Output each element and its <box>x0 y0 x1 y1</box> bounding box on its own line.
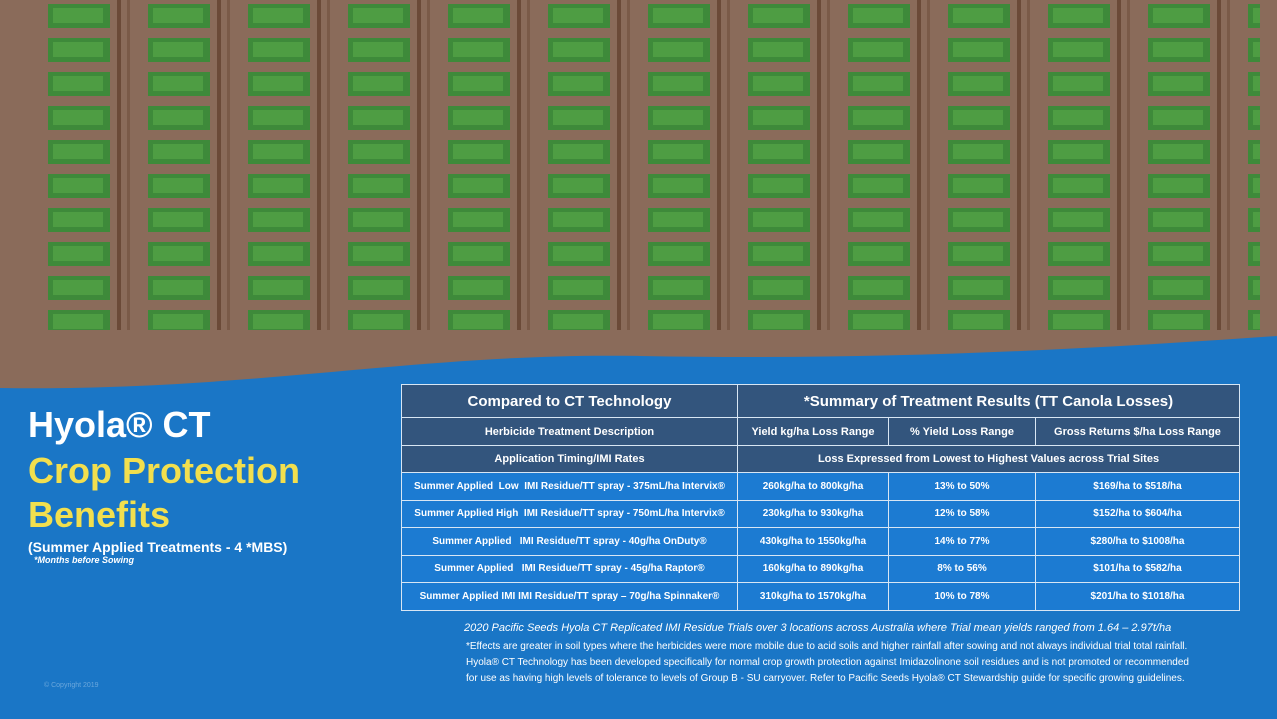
table-cell: Summer Applied High IMI Residue/TT spray… <box>401 499 738 528</box>
results-table: Compared to CT Technology *Summary of Tre… <box>401 384 1240 611</box>
table-cell: 13% to 50% <box>888 472 1036 501</box>
title-line3: Benefits <box>28 494 171 535</box>
title-line1: Hyola® CT <box>28 404 211 445</box>
table-row: Summer Applied IMI Residue/TT spray - 45… <box>401 554 1240 583</box>
table-cell: $152/ha to $604/ha <box>1035 499 1240 528</box>
table-cell: 260kg/ha to 800kg/ha <box>737 472 889 501</box>
table-cell: 230kg/ha to 930kg/ha <box>737 499 889 528</box>
note: *Months before Sowing <box>34 555 134 565</box>
table-cell: 12% to 58% <box>888 499 1036 528</box>
subheader-cell: Loss Expressed from Lowest to Highest Va… <box>737 445 1240 473</box>
table-cell: 8% to 56% <box>888 554 1036 583</box>
table-cell: $169/ha to $518/ha <box>1035 472 1240 501</box>
table-row: Summer Applied Low IMI Residue/TT spray … <box>401 472 1240 501</box>
subheader-cell: Application Timing/IMI Rates <box>401 445 738 473</box>
caption: 2020 Pacific Seeds Hyola CT Replicated I… <box>464 622 1172 634</box>
plots <box>40 0 1260 330</box>
table-cell: Summer Applied IMI Residue/TT spray - 40… <box>401 527 738 556</box>
subheader-cell: Herbicide Treatment Description <box>401 417 738 446</box>
table-cell: Summer Applied IMI Residue/TT spray - 45… <box>401 554 738 583</box>
table-cell: Summer Applied IMI IMI Residue/TT spray … <box>401 582 738 611</box>
footnote: Hyola® CT Technology has been developed … <box>466 657 1189 668</box>
table-cell: Summer Applied Low IMI Residue/TT spray … <box>401 472 738 501</box>
header-cell: *Summary of Treatment Results (TT Canola… <box>737 384 1240 418</box>
subheader-cell: % Yield Loss Range <box>888 417 1036 446</box>
footnote: for use as having high levels of toleran… <box>466 673 1185 684</box>
header-cell: Compared to CT Technology <box>401 384 738 418</box>
table-cell: 14% to 77% <box>888 527 1036 556</box>
table-row: Summer Applied IMI IMI Residue/TT spray … <box>401 582 1240 611</box>
subheader-cell: Yield kg/ha Loss Range <box>737 417 889 446</box>
copyright: © Copyright 2019 <box>44 682 99 689</box>
table-cell: $201/ha to $1018/ha <box>1035 582 1240 611</box>
subtitle: (Summer Applied Treatments - 4 *MBS) <box>28 539 288 555</box>
table-cell: 160kg/ha to 890kg/ha <box>737 554 889 583</box>
table-cell: $101/ha to $582/ha <box>1035 554 1240 583</box>
table-row: Summer Applied IMI Residue/TT spray - 40… <box>401 527 1240 556</box>
table-row: Summer Applied High IMI Residue/TT spray… <box>401 499 1240 528</box>
table-cell: 10% to 78% <box>888 582 1036 611</box>
footnote: *Effects are greater in soil types where… <box>466 641 1188 652</box>
subheader-cell: Gross Returns $/ha Loss Range <box>1035 417 1240 446</box>
table-cell: 430kg/ha to 1550kg/ha <box>737 527 889 556</box>
table-cell: $280/ha to $1008/ha <box>1035 527 1240 556</box>
title-line2: Crop Protection <box>28 450 301 491</box>
table-cell: 310kg/ha to 1570kg/ha <box>737 582 889 611</box>
